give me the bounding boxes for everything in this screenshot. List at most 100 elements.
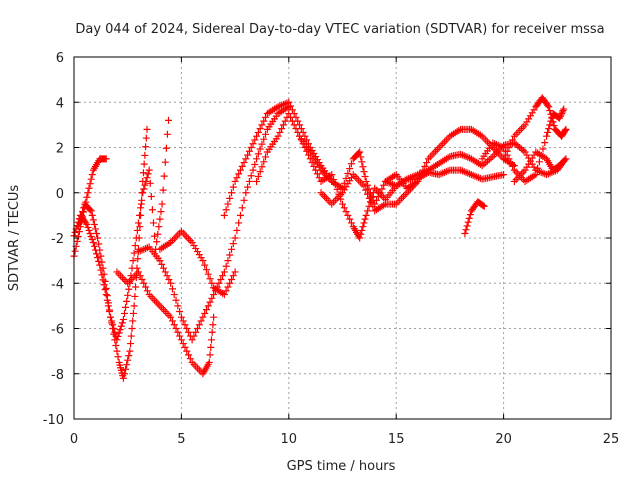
- data-point: [260, 135, 268, 143]
- data-point: [142, 283, 150, 291]
- data-point: [97, 252, 105, 260]
- data-point: [94, 254, 102, 262]
- data-point: [308, 159, 316, 167]
- data-point: [544, 101, 552, 109]
- data-point: [201, 309, 209, 317]
- data-point: [71, 247, 79, 255]
- y-tick-label: 0: [56, 187, 64, 202]
- data-point: [562, 125, 570, 133]
- data-point: [465, 214, 473, 222]
- data-point: [217, 275, 225, 283]
- data-point: [186, 355, 194, 363]
- data-point: [226, 194, 234, 202]
- data-point: [205, 358, 213, 366]
- data-point: [143, 125, 151, 133]
- data-point: [71, 228, 79, 236]
- data-point: [226, 251, 234, 259]
- data-point: [125, 285, 133, 293]
- data-point: [539, 145, 547, 153]
- data-point: [360, 168, 368, 176]
- data-point: [74, 223, 82, 231]
- data-point: [462, 226, 470, 234]
- data-point: [154, 230, 162, 238]
- data-point: [142, 143, 150, 151]
- data-point: [365, 194, 373, 202]
- data-point: [380, 181, 388, 189]
- data-point: [251, 136, 259, 144]
- data-point: [192, 328, 200, 336]
- data-point: [83, 193, 91, 201]
- data-point: [364, 181, 372, 189]
- data-point: [480, 202, 488, 210]
- data-point: [288, 117, 296, 125]
- data-point: [362, 211, 370, 219]
- data-point: [364, 190, 372, 198]
- data-point: [242, 155, 250, 163]
- data-point: [96, 246, 104, 254]
- data-point: [507, 159, 515, 167]
- data-point: [172, 296, 180, 304]
- data-point: [153, 238, 161, 246]
- data-point: [235, 170, 243, 178]
- data-point: [99, 264, 107, 272]
- data-point: [146, 179, 154, 187]
- data-point: [544, 128, 552, 136]
- data-point: [89, 216, 97, 224]
- data-point: [131, 242, 139, 250]
- data-point: [112, 341, 120, 349]
- data-point: [84, 223, 92, 231]
- data-point: [140, 160, 148, 168]
- data-point: [296, 132, 304, 140]
- data-point: [74, 232, 82, 240]
- data-point: [378, 185, 386, 193]
- data-point: [254, 150, 262, 158]
- data-point: [183, 325, 191, 332]
- data-point: [161, 268, 169, 276]
- data-point: [118, 319, 126, 327]
- data-point: [559, 107, 567, 115]
- data-point: [160, 264, 167, 272]
- data-point: [423, 159, 431, 167]
- data-point: [357, 153, 365, 161]
- data-point: [162, 144, 170, 152]
- series-track-c: [74, 116, 173, 344]
- data-point: [342, 208, 350, 216]
- data-point: [177, 336, 185, 344]
- data-point: [313, 170, 321, 178]
- data-point: [183, 347, 191, 355]
- series-track-f: [156, 227, 239, 299]
- data-point: [258, 163, 266, 171]
- data-point: [220, 268, 228, 276]
- data-point: [249, 166, 257, 174]
- data-point: [204, 302, 212, 310]
- data-point: [156, 215, 164, 223]
- data-point: [88, 211, 96, 219]
- data-point: [208, 328, 216, 336]
- data-point: [144, 170, 152, 178]
- data-point: [244, 183, 252, 191]
- data-point: [369, 203, 377, 211]
- data-point: [100, 281, 108, 289]
- data-point: [82, 219, 90, 227]
- data-point: [132, 283, 140, 291]
- data-point: [231, 177, 239, 185]
- data-point: [361, 173, 369, 181]
- data-point: [73, 237, 81, 245]
- data-point: [98, 258, 106, 266]
- data-point: [556, 113, 564, 121]
- data-point: [127, 332, 135, 340]
- data-point: [114, 353, 122, 361]
- data-point: [258, 121, 266, 129]
- data-point: [500, 171, 508, 179]
- data-point: [86, 180, 94, 188]
- data-point: [148, 206, 156, 214]
- data-point: [501, 151, 509, 159]
- data-point: [101, 277, 109, 285]
- data-point: [90, 220, 98, 228]
- x-tick-label: 20: [495, 432, 512, 447]
- data-point: [167, 279, 175, 287]
- series-track-e: [134, 103, 293, 344]
- data-point: [464, 218, 472, 226]
- data-point: [231, 268, 239, 276]
- data-point: [129, 257, 137, 265]
